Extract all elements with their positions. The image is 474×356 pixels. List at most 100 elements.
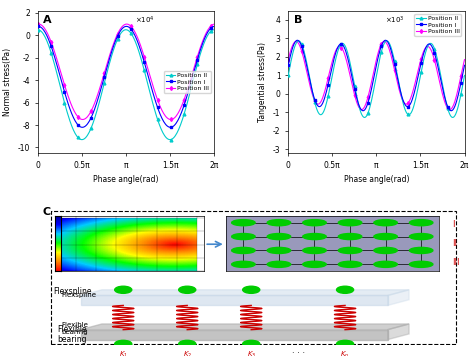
Position I [211,24,217,28]
Position II [82,136,88,141]
Legend: Position II, Position I, Position III: Position II, Position I, Position III [164,71,211,93]
Circle shape [338,247,362,253]
Ellipse shape [115,340,132,347]
Position II [333,56,339,60]
Position III [204,29,210,33]
Circle shape [303,220,326,226]
Position II [35,28,41,32]
Y-axis label: Tangential stress(Pa): Tangential stress(Pa) [258,42,267,122]
Position III [198,44,204,48]
Line: Position I: Position I [287,39,466,112]
Position III [124,22,129,26]
Circle shape [374,247,397,253]
Position I [204,31,210,35]
Text: $K_1$: $K_1$ [118,350,128,356]
Legend: Position II, Position I, Position III: Position II, Position I, Position III [414,14,461,36]
Position III [333,48,339,52]
Position I [332,52,338,57]
Position I [35,24,41,28]
Circle shape [410,261,433,267]
Position III [293,39,299,43]
Circle shape [267,261,291,267]
Circle shape [338,220,362,226]
Polygon shape [81,330,388,340]
Position I [285,63,291,67]
Text: $\times 10^4$: $\times 10^4$ [135,15,155,26]
Text: A: A [43,15,52,25]
Position II [42,35,48,39]
Circle shape [374,261,397,267]
Position II [167,137,173,142]
Position III [319,98,325,102]
Position II [211,28,217,32]
Position III [455,90,460,94]
Position II [296,39,302,43]
Position I [42,30,48,34]
X-axis label: Phase angle(rad): Phase angle(rad) [344,175,409,184]
Y-axis label: Normal stress(Pa): Normal stress(Pa) [3,48,12,116]
Position II [462,73,467,78]
Line: Position I: Position I [36,25,216,129]
Ellipse shape [243,340,260,347]
Circle shape [267,247,291,253]
Position I [198,46,204,51]
X-axis label: Phase angle(rad): Phase angle(rad) [93,175,159,184]
Line: Position III: Position III [36,23,216,121]
Line: Position II: Position II [287,40,466,119]
Position II [46,43,51,47]
Ellipse shape [243,286,260,293]
Position I [455,96,460,100]
Text: Flexible
bearing: Flexible bearing [62,322,88,335]
Circle shape [232,220,255,226]
Position III [292,40,298,44]
Position I [46,37,51,42]
Circle shape [232,261,255,267]
Polygon shape [81,324,409,330]
Text: B: B [293,15,302,25]
Position III [448,107,454,111]
Text: $\times 10^3$: $\times 10^3$ [385,15,405,26]
Circle shape [338,234,362,240]
Position II [197,53,203,57]
Text: $K_n$: $K_n$ [340,350,350,356]
Position III [168,117,173,122]
Position I [448,109,454,113]
Circle shape [267,234,291,240]
Position II [448,115,454,119]
Circle shape [303,234,326,240]
Ellipse shape [179,340,196,347]
Position II [292,43,298,47]
Ellipse shape [179,286,196,293]
Text: $K_3$: $K_3$ [246,350,256,356]
Circle shape [410,247,433,253]
Ellipse shape [337,286,354,293]
Position II [455,107,460,111]
Circle shape [410,234,433,240]
Position I [124,24,129,28]
Position III [46,33,51,38]
Circle shape [232,234,255,240]
Circle shape [267,220,291,226]
Position I [83,124,89,128]
Position III [285,57,291,62]
Position I [68,109,73,113]
Circle shape [303,247,326,253]
Text: Flexspline: Flexspline [62,293,96,298]
Position I [462,63,467,67]
Text: $K_2$: $K_2$ [182,350,192,356]
Position II [362,115,367,120]
Text: III: III [452,258,459,267]
Position III [35,22,41,26]
Circle shape [303,261,326,267]
Position III [68,101,73,105]
Text: Flexspline: Flexspline [53,287,91,297]
Polygon shape [81,290,409,295]
Position III [359,108,365,112]
Text: Flexible
bearing: Flexible bearing [57,325,87,344]
Position I [79,125,85,130]
Position III [42,27,48,31]
Position III [462,57,467,62]
Position II [285,73,291,78]
Polygon shape [388,290,409,305]
Position I [292,40,298,44]
